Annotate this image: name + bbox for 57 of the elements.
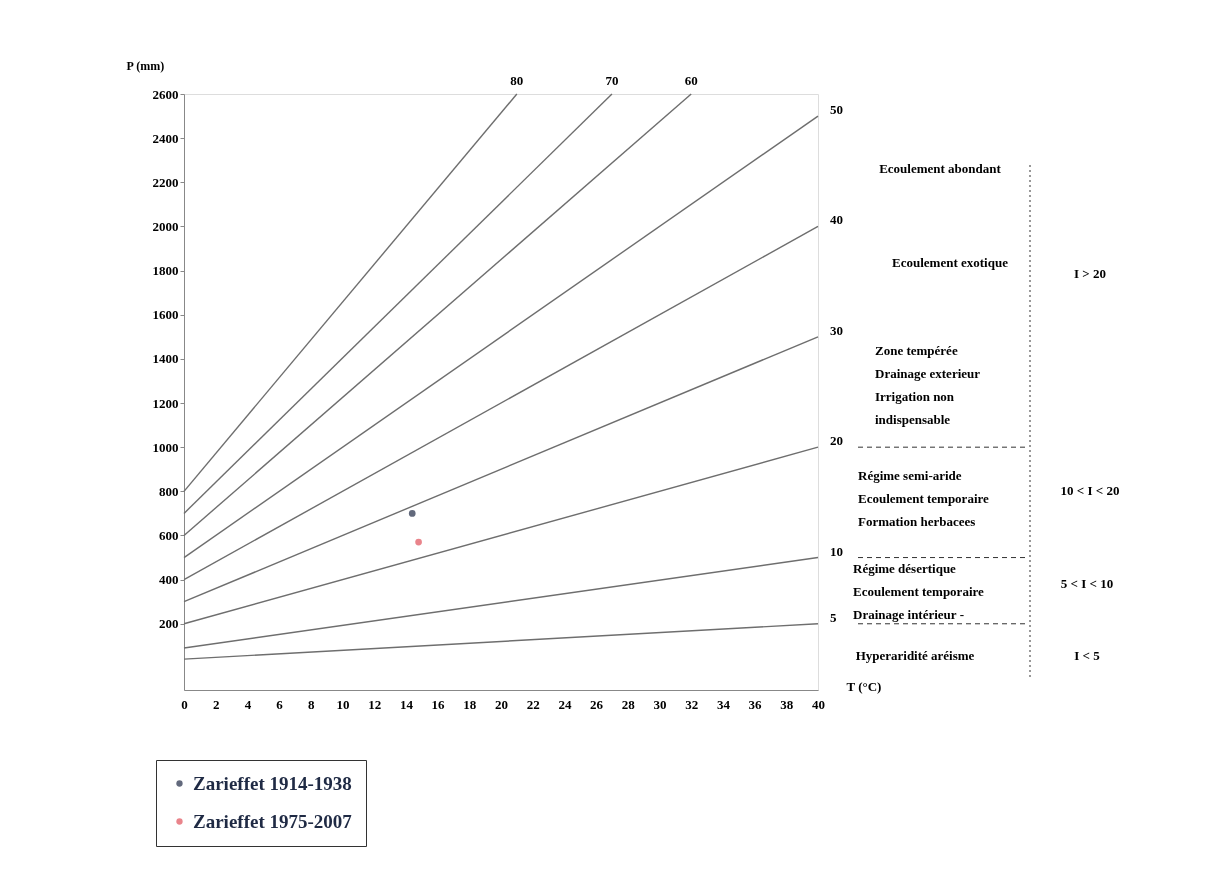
y-tick-label: 1800 — [152, 263, 179, 279]
x-tick-label: 16 — [431, 696, 446, 712]
y-tick-label: 1000 — [152, 439, 179, 455]
x-tick-label: 4 — [244, 696, 252, 712]
series-label: 50 — [830, 102, 843, 118]
x-tick-label: 36 — [748, 696, 763, 712]
series-label: 80 — [510, 73, 524, 88]
x-tick-label: 30 — [653, 696, 667, 712]
x-tick-label: 34 — [716, 696, 731, 712]
text: I > 20 — [1074, 266, 1106, 281]
y-tick-label: 2600 — [152, 86, 179, 102]
legend-label: Zarieffet 1975-2007 — [193, 810, 353, 832]
y-tick-label: 400 — [159, 572, 179, 588]
y-tick-label: 2200 — [152, 174, 179, 190]
x-tick-label: 38 — [780, 696, 794, 712]
x-tick-label: 28 — [621, 696, 636, 712]
series-label: 60 — [684, 73, 698, 88]
x-tick-label: 14 — [399, 696, 414, 712]
series-label: 20 — [830, 433, 843, 449]
x-tick-label: 6 — [276, 696, 284, 712]
text: 5 < I < 10 — [1060, 576, 1114, 591]
series-label: 10 — [830, 543, 843, 559]
y-tick-label: 1400 — [152, 351, 179, 367]
series-label: 5 — [830, 609, 837, 625]
x-tick-label: 2 — [212, 696, 220, 712]
text: Hyperaridité aréisme — [855, 648, 975, 663]
y-tick-label: 2000 — [152, 218, 179, 234]
y-tick-label: 2400 — [152, 130, 179, 146]
text: Ecoulement exotique — [892, 255, 1009, 270]
y-tick-label: 1200 — [152, 395, 179, 411]
text: Zone tempérée Drainage exterieur Irrigation non indispensable — [875, 343, 981, 427]
y-tick-label: 1600 — [152, 307, 179, 323]
y-tick-label: 800 — [159, 483, 179, 499]
x-tick-label: 32 — [685, 696, 699, 712]
x-axis-title: T (°C) — [846, 678, 882, 694]
x-tick-label: 24 — [558, 696, 572, 712]
x-tick-label: 26 — [590, 696, 604, 712]
text: Régime désertique Ecoulement temporaire Drainage intérieur - — [853, 561, 985, 622]
x-tick-label: 10 — [336, 696, 350, 712]
x-tick-label: 22 — [526, 696, 540, 712]
x-tick-label: 12 — [368, 696, 382, 712]
y-tick-label: 600 — [159, 527, 179, 543]
series-label: 40 — [830, 212, 843, 228]
text: Régime semi-aride Ecoulement temporaire Formation herbacees — [858, 468, 990, 529]
x-tick-label: 40 — [812, 696, 825, 712]
text: I < 5 — [1074, 648, 1101, 663]
legend-label: Zarieffet 1914-1938 — [193, 772, 352, 794]
text: Ecoulement abondant — [879, 161, 1002, 176]
series-label: 70 — [605, 73, 619, 88]
x-tick-label: 0 — [181, 696, 188, 712]
y-axis-title: P (mm) — [126, 58, 165, 73]
x-tick-label: 8 — [308, 696, 316, 712]
x-tick-label: 20 — [495, 696, 508, 712]
series-label: 30 — [830, 322, 843, 338]
y-tick-label: 200 — [159, 616, 179, 632]
text: 10 < I < 20 — [1060, 483, 1120, 498]
x-tick-label: 18 — [463, 696, 477, 712]
